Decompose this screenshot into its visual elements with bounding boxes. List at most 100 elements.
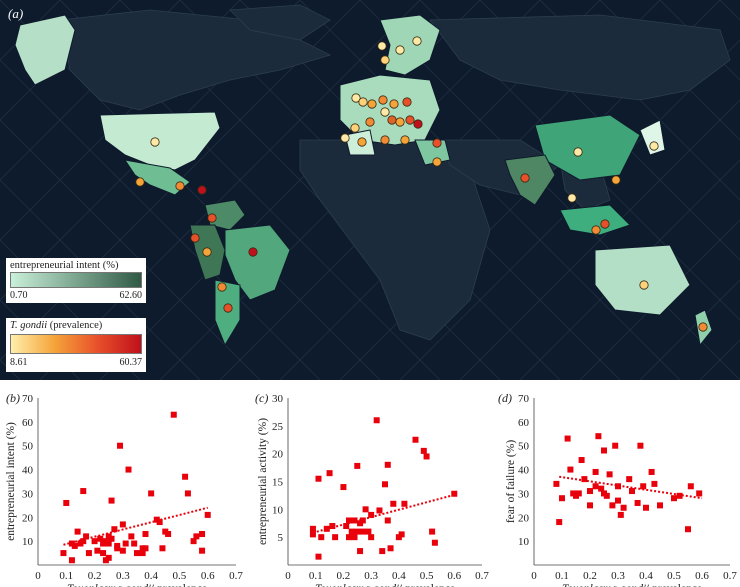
prevalence-marker: [600, 219, 610, 229]
data-point: [412, 436, 419, 443]
prevalence-marker: [413, 119, 423, 129]
x-tick-label: 0: [285, 570, 291, 582]
prevalence-marker: [400, 135, 410, 145]
brazil: [224, 224, 291, 301]
prevalence-marker: [432, 138, 442, 148]
data-point: [379, 548, 386, 555]
y-tick-label: 60: [518, 417, 530, 429]
y-tick-label: 20: [22, 512, 34, 524]
x-axis-title-rest: prevalence: [402, 583, 455, 587]
map-panel-label: (a): [8, 6, 23, 21]
map-canvas: (a): [0, 0, 740, 380]
data-point: [578, 457, 585, 464]
data-point: [384, 461, 391, 468]
prevalence-marker: [350, 123, 360, 133]
x-tick-label: 0: [35, 570, 41, 582]
x-axis-title-rest: prevalence: [154, 583, 207, 587]
data-point: [620, 504, 627, 511]
data-point: [190, 538, 197, 545]
data-point: [592, 483, 599, 490]
prevalence-marker: [217, 282, 227, 292]
x-axis-title-italic: Toxoplasma gondii: [562, 583, 649, 587]
data-point: [556, 519, 563, 526]
data-point: [575, 490, 582, 497]
x-axis-title: Toxoplasma gondii prevalence: [315, 583, 455, 587]
japan: [639, 119, 666, 156]
x-tick-label: 0.3: [116, 570, 130, 582]
y-tick-label: 30: [518, 488, 530, 500]
prevalence-marker: [202, 247, 212, 257]
data-point: [637, 442, 644, 449]
scatter-panels: (b)1020304050607000.10.20.30.40.50.60.7T…: [5, 391, 737, 587]
prevalence-marker: [378, 95, 388, 105]
data-point: [354, 462, 361, 469]
panel-label: (c): [255, 391, 268, 405]
y-tick-label: 25: [272, 421, 284, 433]
prevalence-marker: [340, 133, 350, 143]
x-tick-label: 0.1: [555, 570, 569, 582]
data-point: [68, 557, 75, 564]
y-tick-label: 15: [272, 477, 284, 489]
data-point: [384, 517, 391, 524]
y-tick-label: 20: [272, 449, 284, 461]
x-tick-label: 0.5: [420, 570, 434, 582]
data-point: [359, 528, 366, 535]
data-point: [182, 473, 189, 480]
scatter-panel-3: (d) 10 20 30 40 50 60 70 0 0.1 0.2 0.3 0.4 0.5 0.6 0.7 T…: [498, 391, 737, 587]
prevalence-gradient-bar: [10, 334, 142, 354]
data-point: [345, 517, 352, 524]
y-tick-label: 30: [22, 488, 34, 500]
prevalence-marker: [395, 45, 405, 55]
data-point: [696, 490, 703, 497]
prevalence-marker: [405, 115, 415, 125]
prevalence-marker: [377, 41, 387, 51]
y-tick-label: 10: [272, 504, 284, 516]
trend-line: [559, 475, 703, 500]
data-point: [122, 540, 129, 547]
data-point: [401, 500, 408, 507]
panel-label: (d): [498, 391, 512, 405]
data-point: [105, 540, 112, 547]
intent-legend-max: 62.60: [119, 290, 143, 301]
intent-legend: entrepreneurial intent (%): [6, 258, 146, 290]
x-tick-label: 0.7: [723, 570, 737, 582]
prevalence-marker: [611, 175, 621, 185]
data-point: [648, 468, 655, 475]
prevalence-marker: [207, 213, 217, 223]
data-point: [148, 490, 155, 497]
x-tick-label: 0.1: [59, 570, 73, 582]
panel-label: (b): [6, 391, 20, 405]
x-axis-title: Toxoplasma gondii prevalence: [562, 583, 702, 587]
data-point: [387, 545, 394, 552]
prevalence-marker: [649, 141, 659, 151]
data-point: [119, 547, 126, 554]
data-point: [326, 470, 333, 477]
data-point: [382, 481, 388, 488]
x-tick-label: 0.5: [667, 570, 681, 582]
x-tick-label: 0.3: [611, 570, 625, 582]
prevalence-marker: [573, 147, 583, 157]
russia-land: [429, 14, 731, 101]
prevalence-marker: [175, 181, 185, 191]
data-point: [165, 530, 172, 537]
usa: [99, 111, 221, 171]
india: [504, 154, 556, 206]
data-point: [592, 468, 599, 475]
x-axis-title-italic: Toxoplasma gondii: [67, 583, 154, 587]
x-tick-label: 0.4: [144, 570, 158, 582]
data-point: [601, 447, 607, 454]
data-point: [609, 502, 616, 509]
data-point: [94, 547, 101, 554]
data-point: [451, 490, 458, 497]
data-point: [598, 485, 605, 492]
prevalence-marker: [135, 177, 145, 187]
x-tick-label: 0.7: [229, 570, 243, 582]
data-point: [199, 530, 206, 537]
y-tick-label: 5: [278, 532, 284, 544]
data-point: [390, 500, 397, 507]
scatter-panel-2: (c) 5 10 15 20 25 30 0 0.1 0.2 0.3 0.4 0.5 0.6 0.7 Toxo…: [255, 391, 489, 587]
prevalence-marker: [380, 55, 390, 65]
world-map: (a) entrepreneurial intent (%) 0.70 62.6…: [0, 0, 740, 380]
data-point: [431, 539, 438, 546]
north-america-land: [59, 9, 332, 111]
